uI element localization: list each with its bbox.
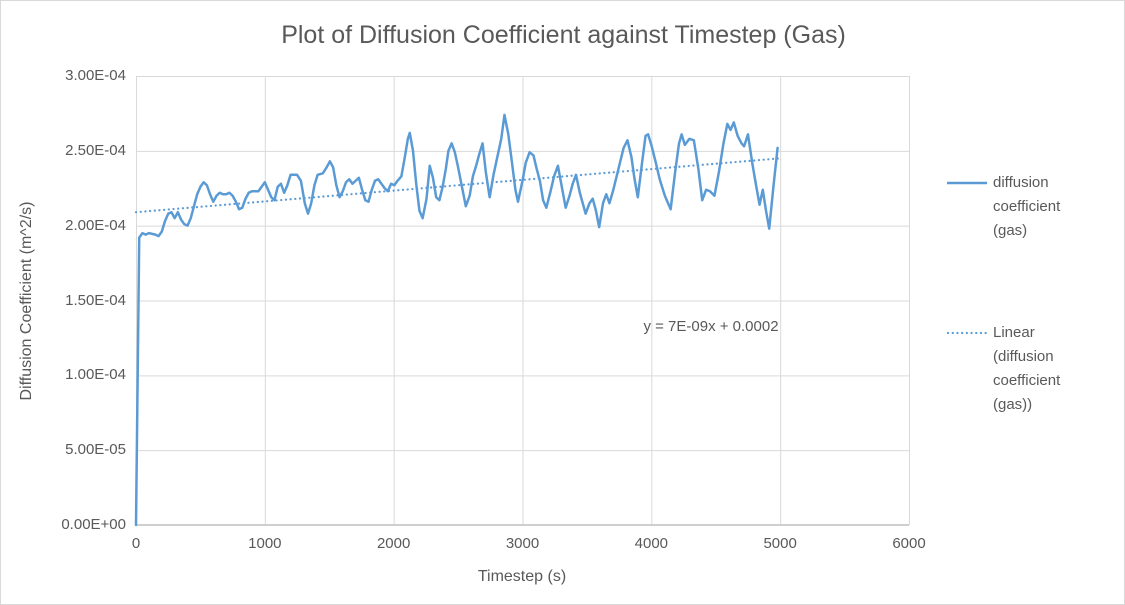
y-tick-label: 5.00E-05 [65,441,126,459]
legend-entry-series[interactable]: diffusion coefficient (gas) [947,171,1123,243]
plot-area[interactable] [134,76,910,527]
legend[interactable]: diffusion coefficient (gas) Linear (diff… [947,171,1123,417]
x-tick-label: 2000 [376,535,411,552]
x-axis-title: Timestep (s) [477,568,567,585]
y-tick-label: 2.50E-04 [65,141,126,159]
legend-entry-trendline[interactable]: Linear (diffusion coefficient (gas)) [947,321,1123,417]
y-axis-title: Diffusion Coefficient (m^2/s) [18,201,35,401]
y-tick-label: 1.50E-04 [65,291,126,309]
x-tick-label: 3000 [505,535,540,552]
dotted-line-icon [947,331,987,335]
x-tick-label: 4000 [634,535,669,552]
y-tick-label: 3.00E-04 [65,67,126,84]
y-tick-label: 2.00E-04 [65,216,126,234]
y-tick-label: 1.00E-04 [65,366,126,384]
chart-title[interactable]: Plot of Diffusion Coefficient against Ti… [281,21,846,49]
x-tick-label: 0 [131,535,141,552]
x-tick-label: 1000 [248,535,282,552]
y-tick-label: 0.00E+00 [61,516,126,533]
x-tick-label: 6000 [892,535,926,552]
solid-line-icon [947,181,987,185]
legend-label-trendline: Linear (diffusion coefficient (gas)) [993,324,1061,413]
x-tick-label: 5000 [763,535,797,552]
legend-label-series: diffusion coefficient (gas) [993,174,1061,239]
trendline-equation[interactable]: y = 7E-09x + 0.0002 [643,318,779,335]
